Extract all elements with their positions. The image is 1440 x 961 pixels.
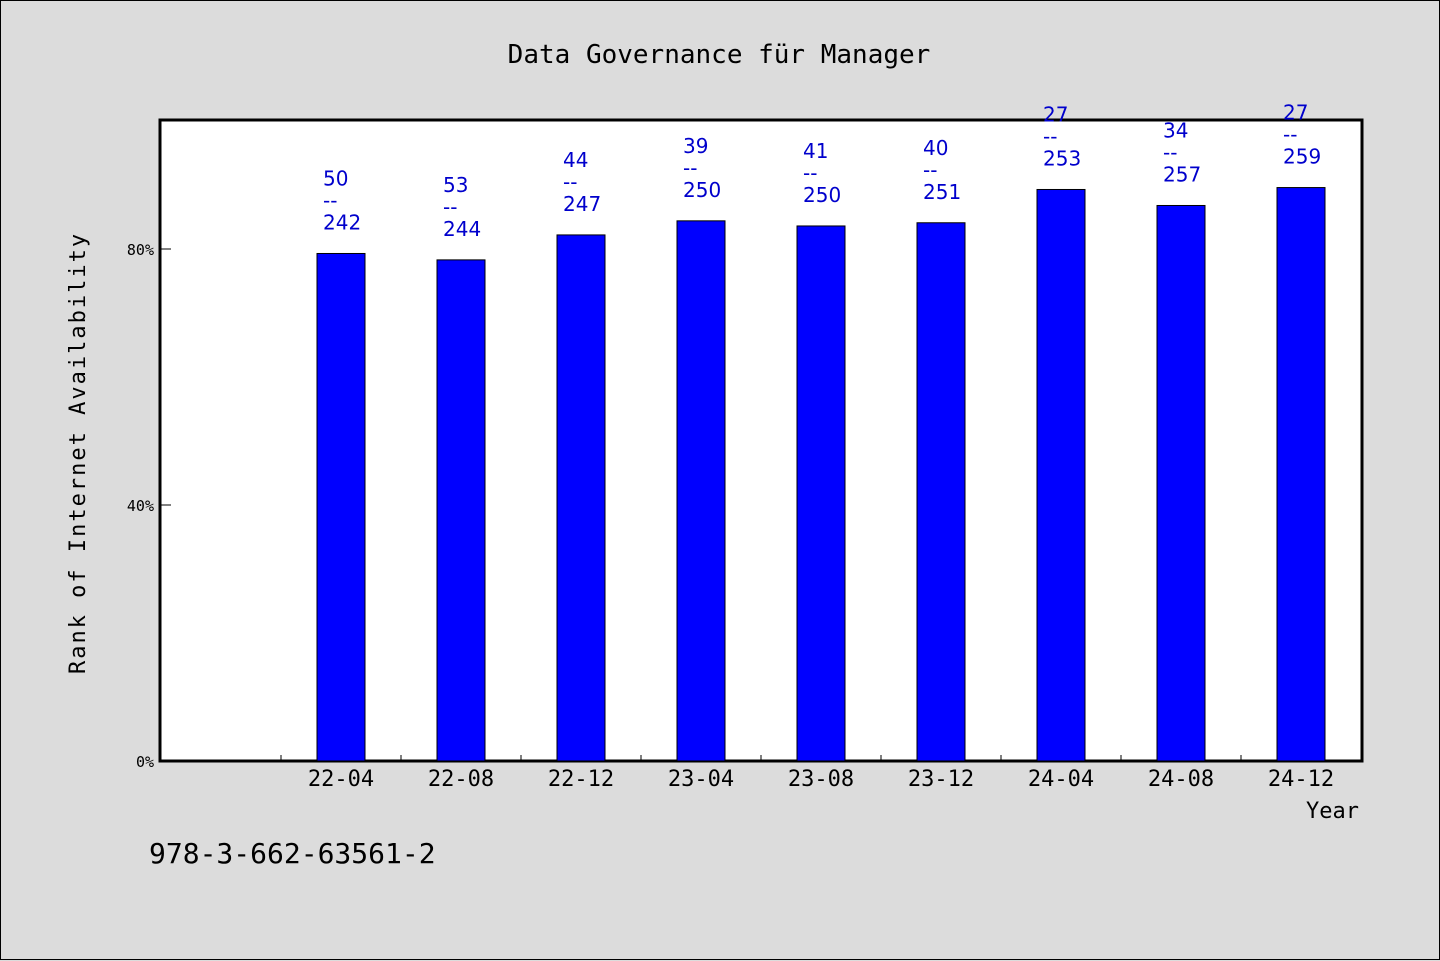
- bar-23-12: [916, 222, 966, 762]
- chart-title: Data Governance für Manager: [508, 40, 931, 70]
- bar-24-12: [1276, 187, 1326, 762]
- bar-label-separator: --: [563, 170, 577, 194]
- bar-22-04: [316, 252, 366, 762]
- bar-label-top: 27: [1043, 102, 1068, 126]
- bar-label-top: 34: [1163, 118, 1188, 142]
- bar-label-top: 27: [1283, 101, 1308, 125]
- x-tick-label: 22-12: [548, 767, 614, 792]
- x-tick-label: 24-08: [1148, 767, 1214, 792]
- isbn-text: 978-3-662-63561-2: [149, 837, 436, 870]
- bar-label-separator: --: [1163, 140, 1177, 164]
- bar-22-08: [436, 259, 486, 762]
- y-tick-label: 80%: [127, 241, 154, 259]
- x-axis-title: Year: [1306, 799, 1359, 824]
- bar-label-separator: --: [1043, 124, 1057, 148]
- bar-23-04: [676, 220, 726, 762]
- x-tick-label: 22-04: [308, 767, 374, 792]
- bar-label-top: 44: [563, 148, 588, 172]
- bar-label-bottom: 251: [923, 180, 961, 204]
- bar-label-bottom: 250: [683, 178, 721, 202]
- y-axis-ticks: 0% 40% 80%: [127, 241, 171, 771]
- bar-label-separator: --: [1283, 123, 1297, 147]
- bar-label-separator: --: [443, 195, 457, 219]
- bar-label-bottom: 259: [1283, 145, 1321, 169]
- bar-label-bottom: 253: [1043, 146, 1081, 170]
- y-tick-label: 0%: [136, 753, 154, 771]
- bar-label-top: 41: [803, 139, 828, 163]
- x-tick-label: 23-04: [668, 767, 734, 792]
- bar-24-04: [1036, 188, 1086, 762]
- x-tick-label: 24-04: [1028, 767, 1094, 792]
- x-tick-label: 23-12: [908, 767, 974, 792]
- y-tick-label: 40%: [127, 497, 154, 515]
- x-tick-label: 22-08: [428, 767, 494, 792]
- bar-label-bottom: 242: [323, 210, 361, 234]
- x-tick-label: 24-12: [1268, 767, 1334, 792]
- bars: [316, 187, 1326, 762]
- bar-23-08: [796, 225, 846, 762]
- bar-label-top: 40: [923, 136, 948, 160]
- bar-label-bottom: 247: [563, 192, 601, 216]
- bar-label-separator: --: [803, 161, 817, 185]
- bar-label-bottom: 250: [803, 183, 841, 207]
- bar-22-12: [556, 234, 606, 762]
- bar-label-bottom: 244: [443, 217, 481, 241]
- bar-label-top: 50: [323, 166, 348, 190]
- bar-label-top: 39: [683, 134, 708, 158]
- bar-label-separator: --: [323, 188, 337, 212]
- bar-label-top: 53: [443, 173, 468, 197]
- bar-labels: 50--24253--24444--24739--25041--25040--2…: [323, 101, 1321, 241]
- y-axis-title: Rank of Internet Availability: [66, 232, 91, 674]
- bar-label-separator: --: [923, 158, 937, 182]
- x-tick-label: 23-08: [788, 767, 854, 792]
- x-axis-ticks: 22-04 22-08 22-12 23-04 23-08 23-12 24-04 24-08…: [280, 755, 1334, 792]
- bar-label-separator: --: [683, 156, 697, 180]
- bar-24-08: [1156, 204, 1206, 762]
- bar-label-bottom: 257: [1163, 162, 1201, 186]
